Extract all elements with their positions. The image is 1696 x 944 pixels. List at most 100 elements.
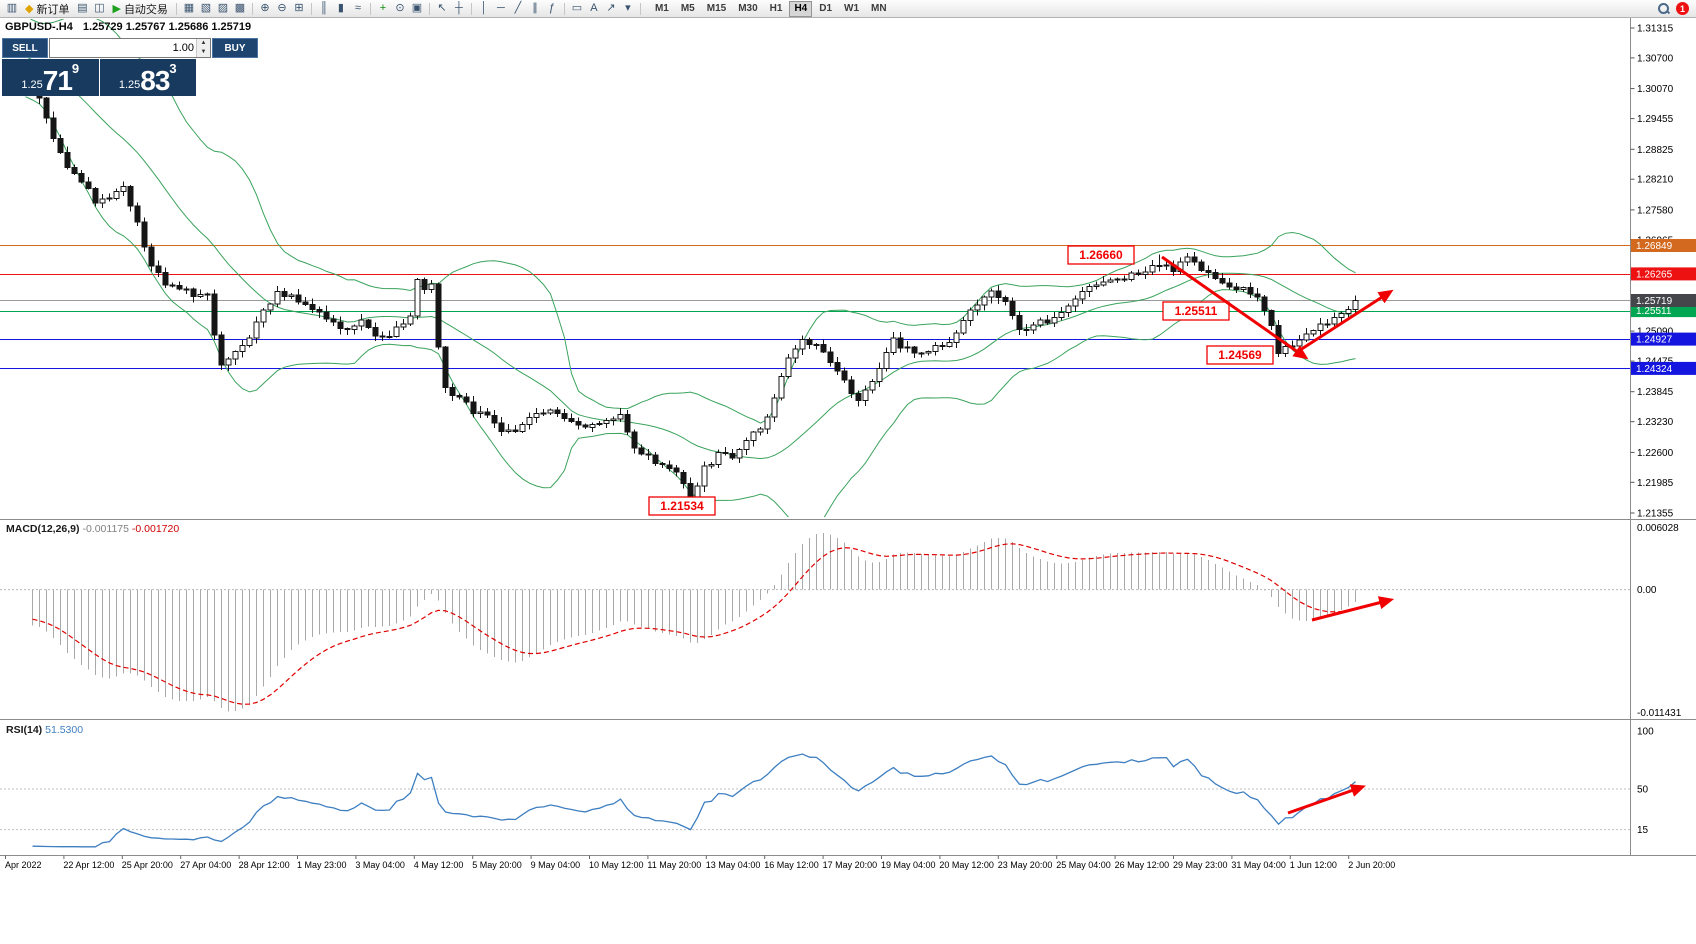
- fibonacci-icon[interactable]: ƒ: [548, 2, 555, 14]
- new-chart-icon[interactable]: ▥: [6, 2, 18, 14]
- timeframe-h4-button[interactable]: H4: [789, 0, 813, 17]
- horizontal-line-icon[interactable]: ─: [497, 2, 505, 14]
- tile-windows-icon[interactable]: ⊞: [294, 2, 304, 14]
- volume-spin-buttons: ▲ ▼: [196, 39, 210, 57]
- timeframe-mn-button[interactable]: MN: [871, 2, 887, 14]
- data-window-icon[interactable]: ▧: [200, 2, 212, 14]
- zoom-in-icon[interactable]: ⊕: [260, 2, 270, 14]
- chart-window-icon[interactable]: ◫: [94, 2, 105, 14]
- svg-text:25 May 04:00: 25 May 04:00: [1056, 860, 1111, 870]
- one-click-trading-panel: SELL ▲ ▼ BUY 1.25 71 9 1.25 83 3: [2, 38, 258, 96]
- sell-price-big: 71: [42, 65, 73, 96]
- tool-dropdown-icon[interactable]: ▾: [625, 2, 631, 14]
- order-prices-row: 1.25 71 9 1.25 83 3: [2, 59, 196, 96]
- svg-text:1.24927: 1.24927: [1636, 335, 1673, 346]
- terminal-icon[interactable]: ▩: [234, 2, 246, 14]
- navigator-icon[interactable]: ▨: [217, 2, 229, 14]
- svg-text:MACD(12,26,9) -0.001175 -0.001: MACD(12,26,9) -0.001175 -0.001720: [6, 523, 179, 535]
- svg-text:31 May 04:00: 31 May 04:00: [1231, 860, 1286, 870]
- svg-text:1.23845: 1.23845: [1637, 387, 1674, 398]
- svg-text:1.25511: 1.25511: [1175, 304, 1218, 318]
- svg-text:1.26265: 1.26265: [1636, 269, 1673, 280]
- svg-text:1.23230: 1.23230: [1637, 417, 1674, 428]
- svg-text:22 Apr 12:00: 22 Apr 12:00: [63, 860, 114, 870]
- sell-price-prefix: 1.25: [21, 79, 43, 91]
- svg-text:11 May 20:00: 11 May 20:00: [647, 860, 701, 870]
- price-axis: 1.31315 1.30700 1.30070 1.29455 1.28825 1.282…: [1630, 24, 1696, 520]
- svg-text:25 Apr 20:00: 25 Apr 20:00: [122, 860, 173, 870]
- templates-icon[interactable]: ▣: [411, 2, 423, 14]
- svg-text:1.24569: 1.24569: [1218, 348, 1262, 362]
- rsi-line: [32, 753, 1356, 848]
- arrow-tool-icon[interactable]: ↗: [606, 2, 616, 14]
- new-order-button-label: 新订单: [36, 3, 70, 16]
- zoom-out-icon[interactable]: ⊖: [277, 2, 287, 14]
- svg-text:-0.011431: -0.011431: [1637, 708, 1682, 719]
- svg-text:0.006028: 0.006028: [1637, 523, 1679, 534]
- timeframe-m30-button[interactable]: M30: [738, 2, 758, 14]
- timeframe-h1-button[interactable]: H1: [769, 2, 783, 14]
- volume-up-icon[interactable]: ▲: [197, 39, 210, 48]
- bar-chart-icon[interactable]: ║: [320, 2, 328, 14]
- notification-badge[interactable]: 1: [1676, 2, 1689, 15]
- text-label-icon[interactable]: A: [590, 2, 598, 14]
- candlesticks: [29, 82, 1359, 505]
- svg-text:100: 100: [1637, 727, 1654, 738]
- svg-text:9 May 04:00: 9 May 04:00: [531, 860, 581, 870]
- volume-input[interactable]: [50, 39, 196, 57]
- svg-text:1.21985: 1.21985: [1637, 478, 1674, 489]
- toolbar-separator: [310, 2, 312, 15]
- timeframe-w1-button[interactable]: W1: [844, 2, 860, 14]
- timeframe-m15-button[interactable]: M15: [706, 2, 727, 14]
- svg-text:1.29455: 1.29455: [1637, 114, 1674, 125]
- toolbar-left: ▥ ◆ 新订单 ▤ ◫ ▶ 自动交易 ▦ ▧ ▨ ▩ ⊕ ⊖ ⊞ ║ ▮ ≈ + ⊙ ▣ ↖ ┼ │ ─ ╱ ∥ ƒ ▭ A ↗ ▾: [4, 1, 644, 16]
- timeframe-d1-button[interactable]: D1: [819, 2, 833, 14]
- svg-text:1.25090: 1.25090: [1637, 327, 1674, 338]
- channel-icon[interactable]: ∥: [532, 2, 538, 14]
- svg-text:16 May 12:00: 16 May 12:00: [764, 860, 819, 870]
- svg-text:26 May 12:00: 26 May 12:00: [1115, 860, 1170, 870]
- timeframe-m1-button[interactable]: M1: [654, 2, 669, 14]
- new-order-icon: ◆: [25, 3, 34, 15]
- sell-price-display[interactable]: 1.25 71 9: [2, 59, 99, 96]
- svg-text:13 May 04:00: 13 May 04:00: [706, 860, 761, 870]
- order-controls-row: SELL ▲ ▼ BUY: [2, 38, 258, 58]
- svg-text:1.24324: 1.24324: [1636, 364, 1673, 375]
- search-icon[interactable]: [1657, 2, 1670, 15]
- buy-price-display[interactable]: 1.25 83 3: [99, 59, 196, 96]
- timeframe-m5-button[interactable]: M5: [680, 2, 695, 14]
- toolbar: ▥ ◆ 新订单 ▤ ◫ ▶ 自动交易 ▦ ▧ ▨ ▩ ⊕ ⊖ ⊞ ║ ▮ ≈ + ⊙ ▣ ↖ ┼ │ ─ ╱ ∥ ƒ ▭ A ↗ ▾ M1 M…: [0, 0, 1696, 18]
- svg-text:1.28825: 1.28825: [1637, 145, 1674, 156]
- svg-text:1.28210: 1.28210: [1637, 175, 1674, 186]
- candlestick-chart-icon[interactable]: ▮: [337, 2, 344, 14]
- line-chart-icon[interactable]: ≈: [354, 2, 361, 14]
- sell-button[interactable]: SELL: [2, 38, 48, 58]
- crosshair-icon[interactable]: ┼: [455, 2, 463, 14]
- svg-text:1.30070: 1.30070: [1637, 84, 1674, 95]
- toolbar-separator: [428, 2, 430, 15]
- cursor-icon[interactable]: ↖: [437, 2, 447, 14]
- time-axis: Apr 2022 22 Apr 12:00 25 Apr 20:00 27 Apr 0…: [5, 855, 1395, 870]
- autotrading-button[interactable]: ▶ 自动交易: [108, 1, 171, 16]
- shapes-icon[interactable]: ▭: [571, 2, 583, 14]
- buy-button[interactable]: BUY: [212, 38, 258, 58]
- svg-text:2 Jun 20:00: 2 Jun 20:00: [1348, 860, 1395, 870]
- market-watch-icon[interactable]: ▦: [183, 2, 195, 14]
- new-order-button[interactable]: ◆ 新订单: [21, 1, 73, 16]
- buy-price-prefix: 1.25: [118, 79, 141, 91]
- toolbar-right: 1: [1657, 2, 1692, 15]
- svg-text:15: 15: [1637, 825, 1649, 836]
- toolbar-separator: [470, 2, 472, 15]
- profiles-icon[interactable]: ▤: [77, 2, 88, 14]
- periods-icon[interactable]: ⊙: [395, 2, 405, 14]
- trendline-icon[interactable]: ╱: [514, 2, 522, 14]
- vertical-line-icon[interactable]: │: [480, 2, 488, 14]
- svg-text:29 May 23:00: 29 May 23:00: [1173, 860, 1228, 870]
- macd-panel: MACD(12,26,9) -0.001175 -0.001720 0.00602…: [0, 523, 1682, 719]
- volume-down-icon[interactable]: ▼: [197, 48, 210, 57]
- svg-text:1.22600: 1.22600: [1637, 448, 1674, 459]
- svg-text:4 May 12:00: 4 May 12:00: [414, 860, 464, 870]
- indicators-icon[interactable]: +: [379, 2, 387, 14]
- chart-ohlc-header: GBPUSD-.H4 1.25729 1.25767 1.25686 1.257…: [5, 21, 251, 33]
